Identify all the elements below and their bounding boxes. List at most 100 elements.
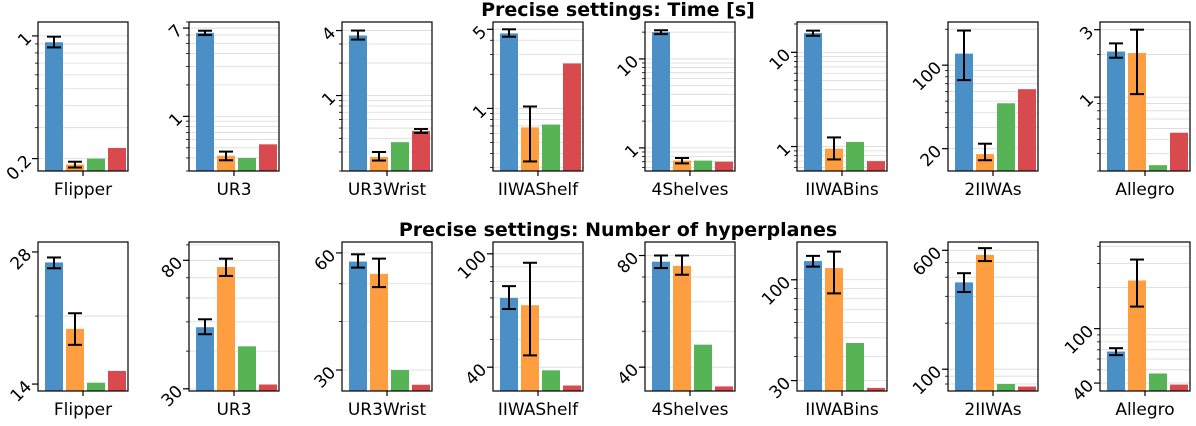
panel-ur3-time: 7 1 UR3 <box>165 21 280 200</box>
bar-4 <box>563 385 581 391</box>
bar-4 <box>259 384 277 391</box>
panel-4shelves-time: 10 1 4Shelves <box>614 21 736 200</box>
panel-ur3wrist-time: 4 1 UR3Wrist <box>318 21 433 200</box>
bar-3 <box>997 384 1015 391</box>
y-tick-label: 100 <box>1061 322 1098 359</box>
bar-4 <box>1170 132 1188 171</box>
bar-2 <box>673 265 691 391</box>
bar-1 <box>500 33 518 172</box>
bar-3 <box>238 157 256 171</box>
bar-1 <box>196 327 214 391</box>
y-tick-label: 14 <box>7 377 36 406</box>
y-tick-label: 1 <box>1076 90 1098 112</box>
bar-1 <box>955 53 973 172</box>
x-label: UR3Wrist <box>348 180 427 200</box>
bar-4 <box>867 161 885 171</box>
bar-1 <box>45 262 63 391</box>
panel-allegro-time: 3 1 Allegro <box>1076 21 1191 200</box>
panel-4shelves-hyperplanes: 80 40 4Shelves <box>614 241 736 420</box>
panel-iiwashelf-hyperplanes: 100 40 IIWAShelf <box>454 241 584 420</box>
bar-3 <box>846 141 864 171</box>
bar-1 <box>955 282 973 391</box>
bar-2 <box>370 273 388 391</box>
y-tick-label: 100 <box>909 58 946 95</box>
panel-allegro-hyperplanes: 100 40 Allegro <box>1061 241 1191 420</box>
bar-3 <box>238 346 256 391</box>
x-label: 4Shelves <box>652 180 729 200</box>
bar-2 <box>1128 280 1146 391</box>
row-title-time: Precise settings: Time [s] <box>481 0 755 21</box>
y-tick-label: 20 <box>917 142 946 171</box>
panel-2iiwas-hyperplanes: 600 100 2IIWAs <box>909 241 1039 420</box>
x-label: IIWAShelf <box>498 180 579 200</box>
x-label: Allegro <box>1115 400 1174 420</box>
y-tick-label: 60 <box>311 246 340 275</box>
y-tick-label: 600 <box>909 243 946 280</box>
panel-flipper-hyperplanes: 28 14 Flipper <box>7 241 129 420</box>
bar-4 <box>108 370 126 391</box>
bar-1 <box>45 42 63 172</box>
panel-flipper-time: 1 0.2 Flipper <box>3 21 129 200</box>
x-label: Allegro <box>1115 180 1174 200</box>
bar-3 <box>1149 373 1167 391</box>
bar-1 <box>804 261 822 391</box>
bar-3 <box>694 160 712 171</box>
panel-ur3wrist-hyperplanes: 60 30 UR3Wrist <box>311 241 433 420</box>
y-tick-label: 100 <box>454 247 491 284</box>
y-tick-label: 40 <box>462 360 491 389</box>
bar-4 <box>1018 386 1036 391</box>
y-tick-label: 80 <box>158 253 187 282</box>
y-tick-label: 100 <box>909 362 946 399</box>
bar-1 <box>652 32 670 171</box>
bar-4 <box>108 147 126 171</box>
x-label: UR3 <box>216 180 251 200</box>
panel-ur3-hyperplanes: 80 30 UR3 <box>158 241 280 420</box>
bar-1 <box>1107 351 1125 391</box>
y-tick-label: 3 <box>1076 23 1098 45</box>
x-label: IIWAShelf <box>498 400 579 420</box>
y-tick-label: 30 <box>158 382 187 411</box>
bar-1 <box>652 261 670 391</box>
y-tick-label: 1 <box>621 141 643 163</box>
y-tick-label: 0.2 <box>3 152 36 185</box>
bar-4 <box>867 387 885 391</box>
bar-4 <box>412 384 430 391</box>
x-label: 2IIWAs <box>964 180 1021 200</box>
bar-3 <box>997 103 1015 171</box>
y-tick-label: 40 <box>1069 376 1098 405</box>
y-tick-label: 7 <box>165 21 187 43</box>
x-label: Flipper <box>54 400 112 420</box>
bar-4 <box>1018 89 1036 171</box>
bar-4 <box>715 386 733 391</box>
bar-2 <box>825 268 843 391</box>
bar-4 <box>563 63 581 171</box>
y-tick-label: 28 <box>7 245 36 274</box>
x-label: UR3Wrist <box>348 400 427 420</box>
x-label: Flipper <box>54 180 112 200</box>
x-label: 4Shelves <box>652 400 729 420</box>
bar-1 <box>804 33 822 171</box>
panel-2iiwas-time: 100 20 2IIWAs <box>909 21 1039 200</box>
panel-iiwabins-time: 10 1 IIWABins <box>766 21 888 200</box>
y-tick-label: 10 <box>614 52 643 81</box>
bar-3 <box>391 142 409 171</box>
y-tick-label: 30 <box>766 374 795 403</box>
y-tick-label: 1 <box>469 101 491 123</box>
bar-1 <box>349 35 367 171</box>
bar-2 <box>673 160 691 171</box>
bar-3 <box>87 158 105 171</box>
y-tick-label: 5 <box>469 22 491 44</box>
bar-4 <box>715 161 733 171</box>
x-label: 2IIWAs <box>964 400 1021 420</box>
panel-iiwashelf-time: 5 1 IIWAShelf <box>469 21 584 200</box>
y-tick-label: 30 <box>311 363 340 392</box>
bar-2 <box>217 267 235 391</box>
bar-3 <box>87 382 105 391</box>
bar-1 <box>349 261 367 391</box>
bar-4 <box>412 130 430 171</box>
bar-3 <box>391 370 409 391</box>
bar-4 <box>259 144 277 171</box>
y-tick-label: 1 <box>165 109 187 131</box>
bar-3 <box>846 343 864 391</box>
